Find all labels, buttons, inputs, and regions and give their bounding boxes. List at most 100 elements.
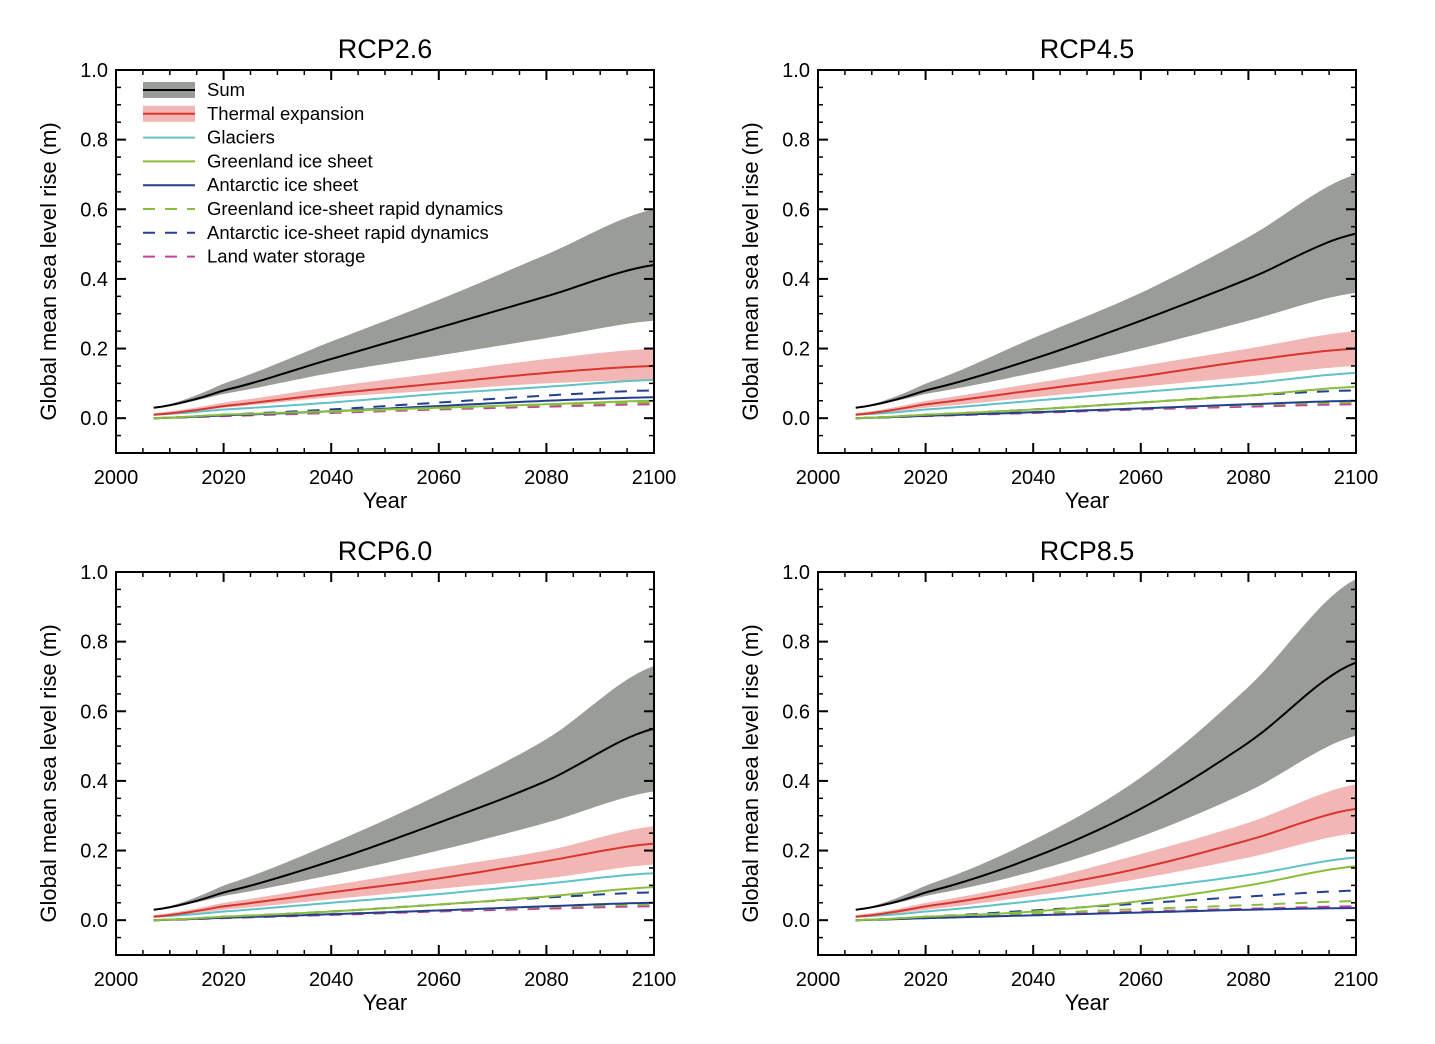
legend-item: Greenland ice sheet — [143, 150, 373, 171]
band-thermal-expansion — [153, 348, 654, 415]
y-axis-label: Global mean sea level rise (m) — [36, 624, 61, 922]
series-line-greenland-ice-sheet — [855, 385, 1356, 420]
legend-item: Thermal expansion — [143, 103, 364, 124]
x-tick-label: 2060 — [1119, 467, 1164, 489]
x-tick-label: 2060 — [417, 467, 462, 489]
y-tick-label: 0.4 — [80, 269, 108, 291]
y-tick-label: 0.6 — [782, 701, 810, 723]
band-thermal-expansion — [855, 784, 1356, 917]
plot-area — [153, 209, 654, 420]
series-line-greenland-ice-sheet — [153, 399, 654, 420]
y-axis-label: Global mean sea level rise (m) — [738, 624, 763, 922]
chart-title: RCP4.5 — [1040, 34, 1135, 64]
band-sum — [855, 174, 1356, 408]
y-tick-label: 1.0 — [782, 562, 810, 584]
x-axis-label: Year — [363, 990, 407, 1015]
x-axis-label: Year — [1065, 990, 1109, 1015]
y-tick-label: 0.2 — [782, 339, 810, 361]
x-tick-label: 2020 — [201, 467, 246, 489]
series-line-antarctic-ice-sheet — [855, 399, 1356, 420]
legend-label: Greenland ice-sheet rapid dynamics — [207, 198, 503, 219]
x-tick-label: 2060 — [417, 969, 462, 991]
y-tick-label: 0.6 — [80, 701, 108, 723]
chart-title: RCP2.6 — [338, 34, 433, 64]
x-axis-label: Year — [363, 488, 407, 513]
plot-area — [153, 666, 654, 922]
legend-item: Land water storage — [143, 246, 365, 267]
legend-item: Greenland ice-sheet rapid dynamics — [143, 198, 503, 219]
series-line-glaciers — [153, 872, 654, 918]
legend-label: Thermal expansion — [207, 103, 364, 124]
y-tick-label: 1.0 — [782, 60, 810, 82]
y-tick-label: 0.0 — [782, 910, 810, 932]
x-tick-label: 2060 — [1119, 969, 1164, 991]
x-tick-label: 2020 — [903, 467, 948, 489]
x-tick-label: 2000 — [796, 969, 841, 991]
legend-label: Sum — [207, 79, 245, 100]
y-tick-label: 0.0 — [80, 408, 108, 430]
chart-panel-rcp2-6: 0.0 0.2 0.4 0.6 0.8 1.0 2000 2020 2040 2060 2080 21… — [36, 34, 676, 513]
y-tick-label: 0.4 — [80, 771, 108, 793]
legend-label: Antarctic ice-sheet rapid dynamics — [207, 222, 489, 243]
y-tick-label: 0.0 — [80, 910, 108, 932]
x-tick-label: 2000 — [796, 467, 841, 489]
series-line-sum — [855, 661, 1356, 911]
x-tick-label: 2080 — [1226, 467, 1271, 489]
legend-label: Land water storage — [207, 246, 365, 267]
y-tick-label: 1.0 — [80, 60, 108, 82]
series-line-antarctic-ice-sheet-rapid-dynamics — [153, 389, 654, 420]
legend-item: Sum — [143, 79, 245, 100]
series-line-glaciers — [153, 378, 654, 416]
plot-area — [855, 579, 1356, 922]
x-tick-label: 2020 — [201, 969, 246, 991]
x-tick-label: 2040 — [1011, 969, 1056, 991]
x-tick-label: 2100 — [632, 467, 677, 489]
y-tick-label: 1.0 — [80, 562, 108, 584]
x-tick-label: 2080 — [524, 969, 569, 991]
y-axis-label: Global mean sea level rise (m) — [738, 122, 763, 420]
legend-item: Glaciers — [143, 127, 275, 148]
x-tick-label: 2040 — [309, 467, 354, 489]
y-tick-label: 0.8 — [782, 632, 810, 654]
band-sum — [153, 209, 654, 408]
plot-area — [855, 174, 1356, 420]
series-line-antarctic-ice-sheet — [153, 901, 654, 922]
chart-title: RCP8.5 — [1040, 536, 1135, 566]
chart-title: RCP6.0 — [338, 536, 433, 566]
legend-label: Greenland ice sheet — [207, 150, 373, 171]
y-tick-label: 0.4 — [782, 269, 810, 291]
chart-panel-rcp4-5: 0.0 0.2 0.4 0.6 0.8 1.0 2000 2020 2040 2060 2080 21… — [738, 34, 1378, 513]
series-line-thermal-expansion — [855, 347, 1356, 416]
y-tick-label: 0.8 — [80, 632, 108, 654]
series-line-antarctic-ice-sheet — [855, 907, 1356, 922]
legend-label: Antarctic ice sheet — [207, 174, 358, 195]
series-line-sum — [153, 264, 654, 409]
y-tick-label: 0.6 — [80, 199, 108, 221]
series-line-thermal-expansion — [153, 842, 654, 918]
band-sum — [855, 579, 1356, 910]
series-line-glaciers — [855, 371, 1356, 416]
x-tick-label: 2100 — [1334, 969, 1379, 991]
y-tick-label: 0.0 — [782, 408, 810, 430]
y-tick-label: 0.2 — [782, 841, 810, 863]
series-line-greenland-ice-sheet — [153, 886, 654, 922]
chart-panel-rcp6-0: 0.0 0.2 0.4 0.6 0.8 1.0 2000 2020 2040 2060 2080 21… — [36, 536, 676, 1015]
chart-panel-rcp8-5: 0.0 0.2 0.4 0.6 0.8 1.0 2000 2020 2040 2060 2080 21… — [738, 536, 1378, 1015]
x-tick-label: 2020 — [903, 969, 948, 991]
series-line-glaciers — [855, 856, 1356, 918]
x-tick-label: 2040 — [1011, 467, 1056, 489]
y-tick-label: 0.8 — [80, 130, 108, 152]
y-tick-label: 0.2 — [80, 339, 108, 361]
legend-label: Glaciers — [207, 127, 275, 148]
legend-item: Antarctic ice-sheet rapid dynamics — [143, 222, 489, 243]
series-line-greenland-ice-sheet-rapid-dynamics — [855, 900, 1356, 922]
series-line-thermal-expansion — [855, 807, 1356, 918]
y-axis-label: Global mean sea level rise (m) — [36, 122, 61, 420]
x-tick-label: 2100 — [1334, 467, 1379, 489]
series-line-thermal-expansion — [153, 365, 654, 416]
series-line-sum — [153, 727, 654, 911]
series-line-greenland-ice-sheet — [855, 865, 1356, 922]
x-tick-label: 2040 — [309, 969, 354, 991]
